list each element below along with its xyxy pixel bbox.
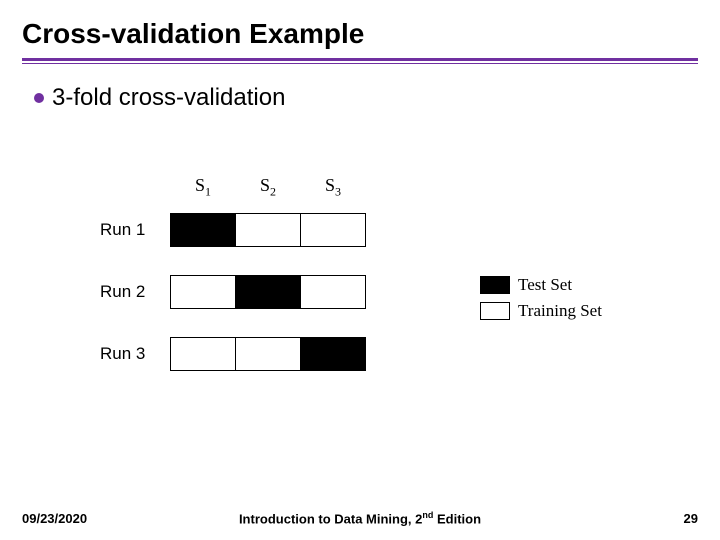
bullet-dot-icon [34,93,44,103]
run-label: Run 1 [100,220,170,240]
legend: Test Set Training Set [480,275,602,327]
column-header: S3 [325,175,341,200]
footer-page-number: 29 [684,511,698,526]
legend-label: Training Set [518,301,602,321]
legend-item: Test Set [480,275,602,295]
rule-top [22,58,698,61]
bullet-text: 3-fold cross-validation [52,84,285,112]
run-row: Run 1 [100,213,620,247]
content-area: 3-fold cross-validation [0,64,720,112]
footer-center-prefix: Introduction to Data Mining, 2 [239,511,422,526]
run-label: Run 3 [100,344,170,364]
footer-center-sup: nd [422,510,433,520]
run-cells [170,213,366,247]
legend-swatch [480,302,510,320]
legend-item: Training Set [480,301,602,321]
train-cell [170,337,236,371]
run-cells [170,337,366,371]
test-cell [170,213,236,247]
column-header: S2 [260,175,276,200]
train-cell [300,275,366,309]
run-label: Run 2 [100,282,170,302]
column-headers: S1 S2 S3 [170,175,620,199]
footer-center-suffix: Edition [433,511,481,526]
slide-title: Cross-validation Example [0,0,720,58]
footer-center: Introduction to Data Mining, 2nd Edition [239,510,481,526]
run-row: Run 3 [100,337,620,371]
test-cell [300,337,366,371]
test-cell [235,275,301,309]
column-header: S1 [195,175,211,200]
train-cell [170,275,236,309]
legend-label: Test Set [518,275,572,295]
footer-date: 09/23/2020 [22,511,87,526]
bullet-item: 3-fold cross-validation [34,84,720,112]
run-cells [170,275,366,309]
legend-swatch [480,276,510,294]
train-cell [235,337,301,371]
train-cell [235,213,301,247]
train-cell [300,213,366,247]
